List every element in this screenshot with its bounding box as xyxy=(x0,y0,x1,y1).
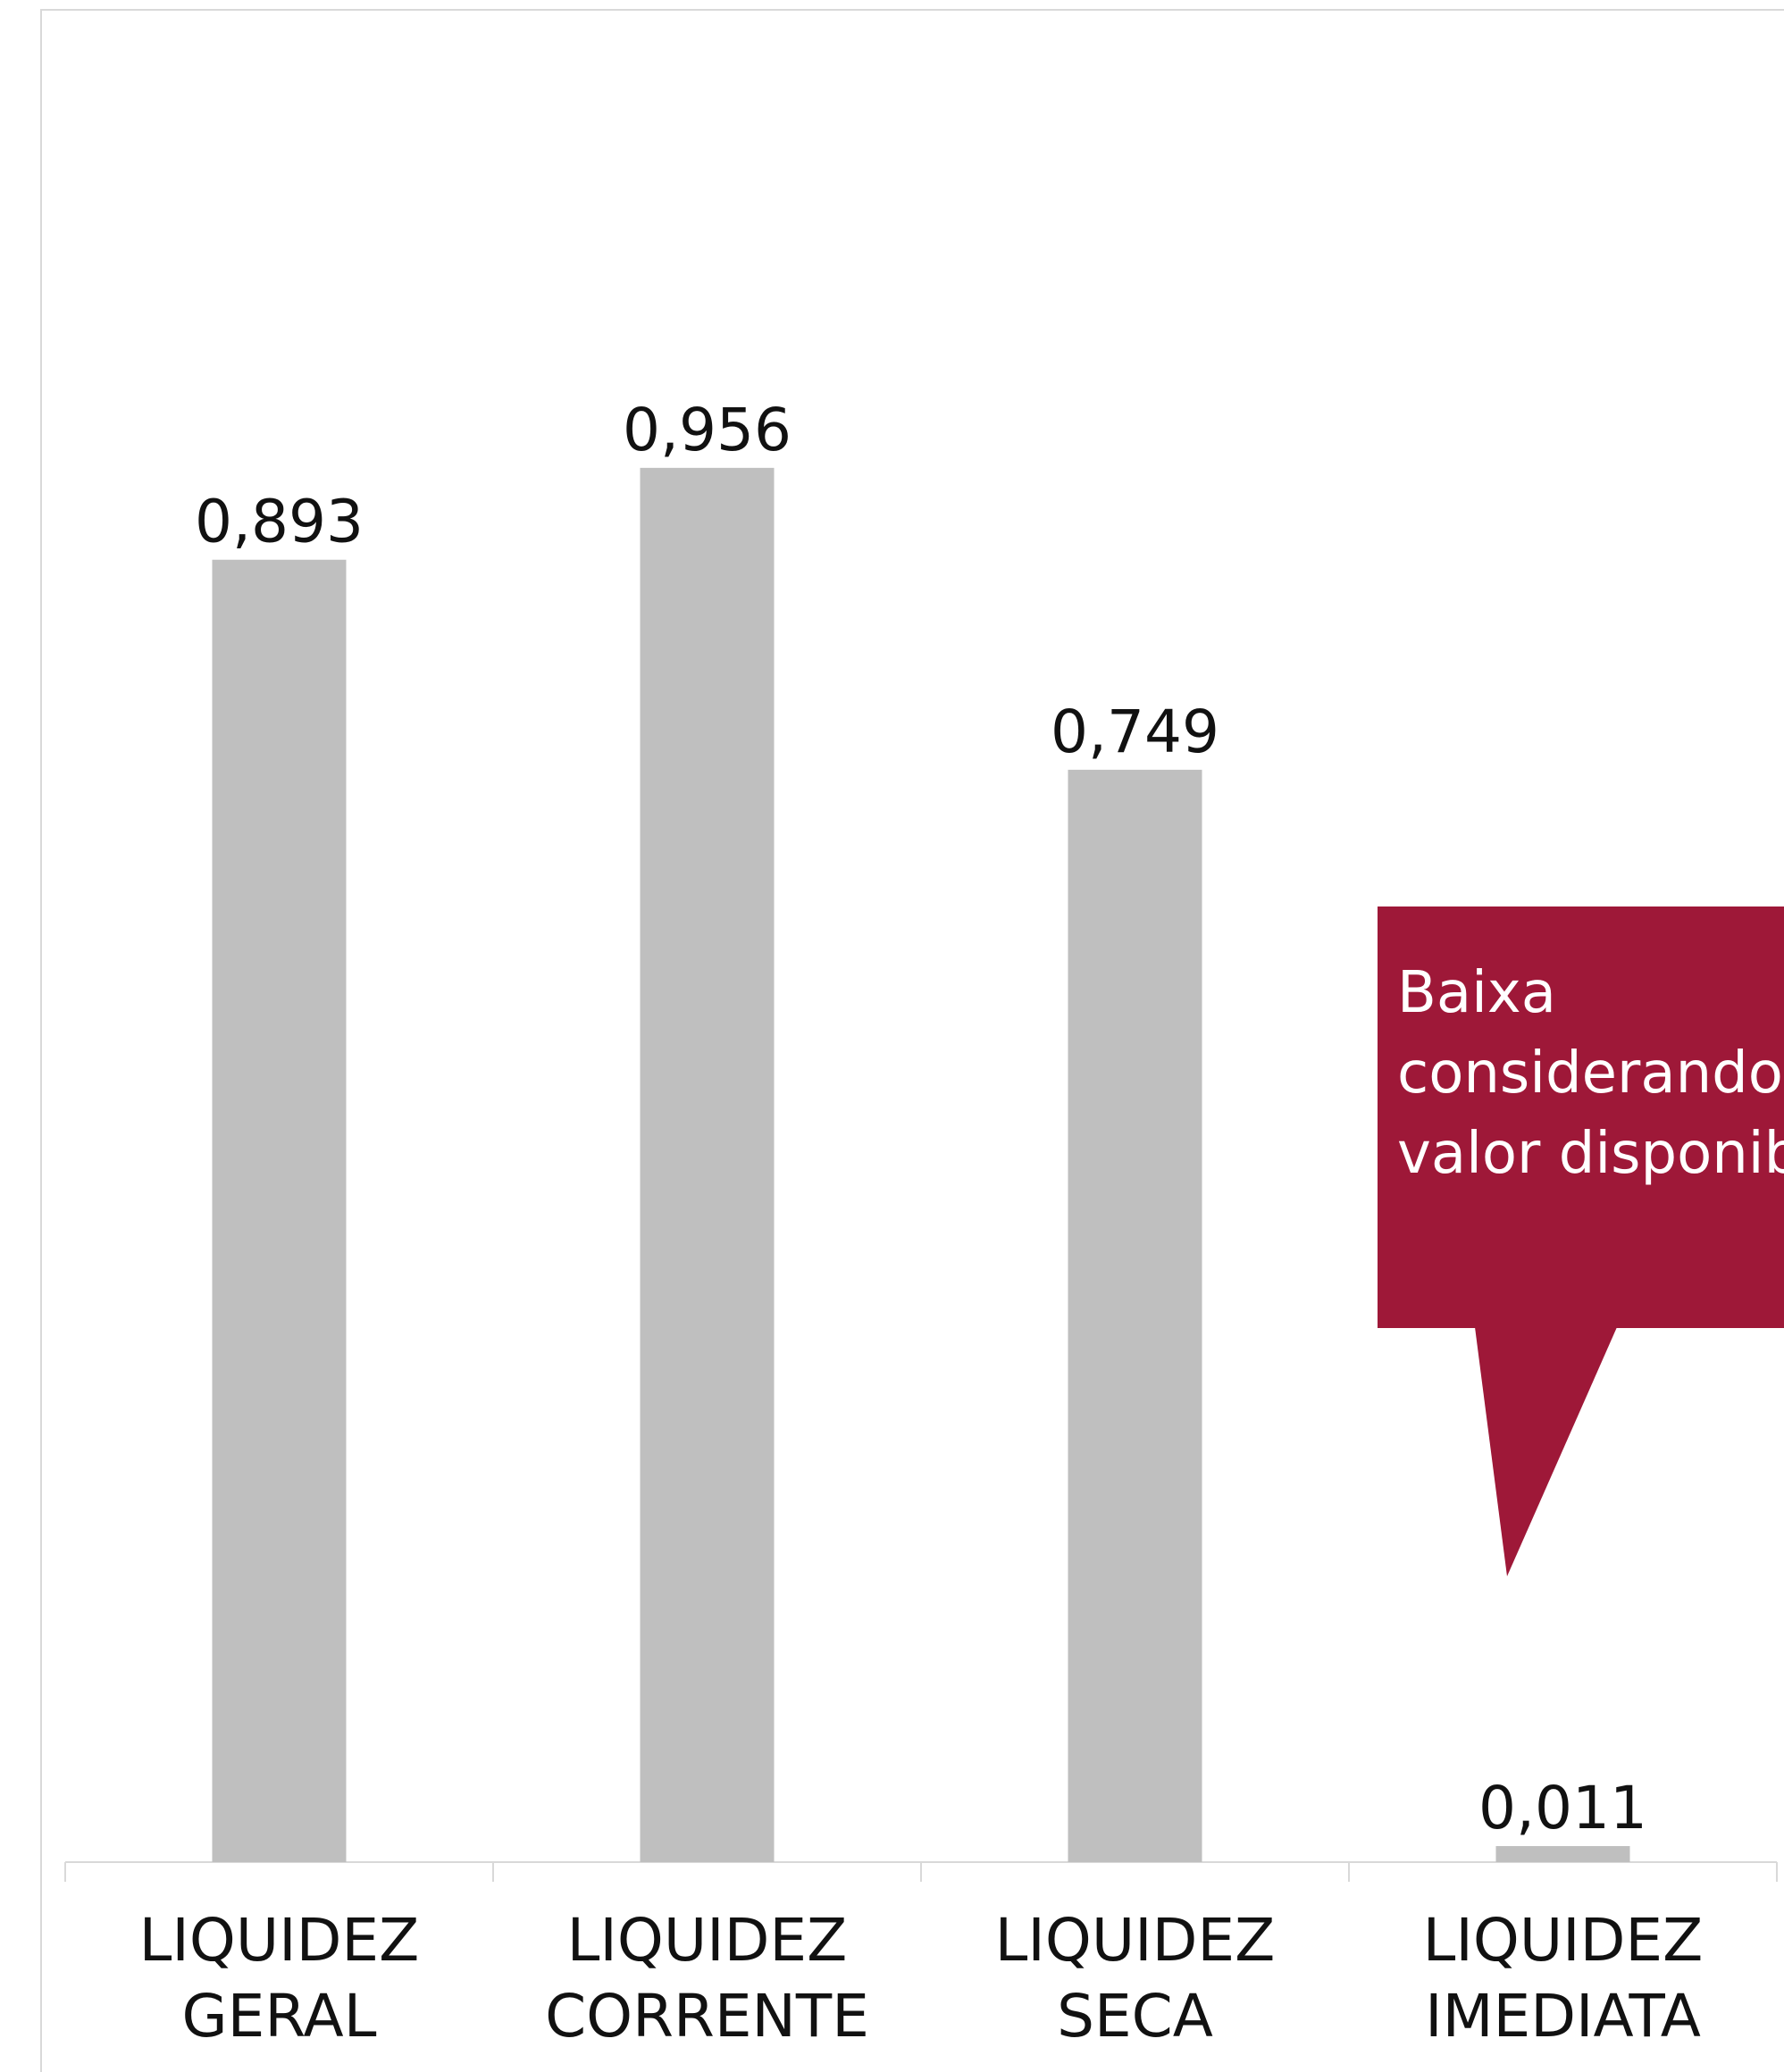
data-label: 0,011 xyxy=(1478,1774,1647,1842)
x-tick-label: LIQUIDEZ SECA xyxy=(995,1906,1276,2051)
x-axis xyxy=(64,1861,1778,1882)
labels-group: 0,893 LIQUIDEZ GERAL 0,956 LIQUIDEZ CORRENTE 0… xyxy=(139,396,1704,2051)
data-label: 0,749 xyxy=(1051,698,1219,766)
bar xyxy=(640,467,775,1862)
x-tick-label: LIQUIDEZ CORRENTE xyxy=(545,1906,869,2051)
x-tick-label: LIQUIDEZ IMEDIATA xyxy=(1423,1906,1704,2051)
bars-group xyxy=(212,467,1630,1863)
data-label: 0,893 xyxy=(195,488,364,556)
bar xyxy=(1068,769,1202,1862)
bar xyxy=(1495,1846,1630,1862)
bar xyxy=(212,559,347,1863)
data-label: 0,956 xyxy=(623,396,791,464)
callout-box: Baixa liquidez considerando apenas o val… xyxy=(1378,906,1784,1328)
callout-text: Baixa liquidez considerando apenas o val… xyxy=(1397,960,1784,1187)
x-tick-label: LIQUIDEZ GERAL xyxy=(139,1906,420,2051)
chart-frame xyxy=(40,9,1784,2072)
